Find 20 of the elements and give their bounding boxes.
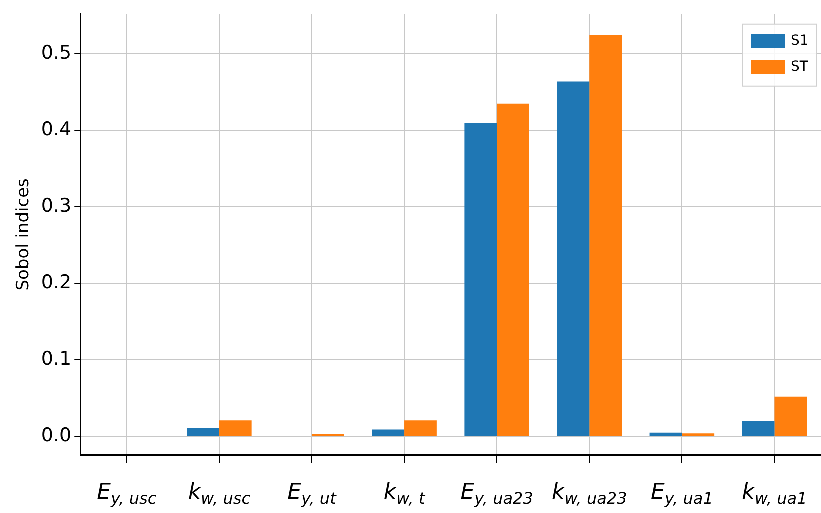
bar [742,421,775,436]
bar [219,420,252,436]
legend-label: ST [791,59,809,76]
bar [774,396,808,436]
bar [404,420,437,436]
bar [464,123,498,436]
y-axis-title: Sobol indices [14,178,34,291]
bar [590,35,622,436]
y-tick-label: 0.5 [41,42,72,64]
y-tick-label: 0.1 [41,348,72,370]
y-tick-label: 0.2 [41,272,72,294]
bar [682,434,715,436]
y-tick-label: 0.4 [41,118,72,141]
bar [372,430,405,436]
bar [557,82,590,436]
legend-label: S1 [791,33,809,50]
bar [187,428,220,436]
y-tick-label: 0.3 [41,195,72,218]
bar [497,104,530,436]
y-tick-label: 0.0 [41,424,72,447]
